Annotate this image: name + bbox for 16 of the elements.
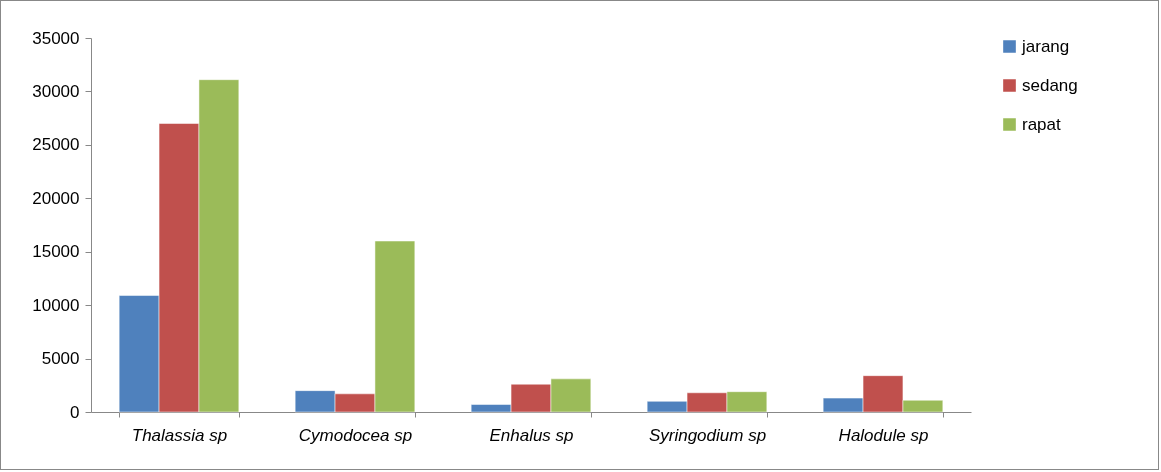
y-tick-label: 15000 — [32, 242, 80, 262]
legend-label: rapat — [1022, 114, 1062, 134]
y-tick-label: 10000 — [32, 295, 80, 315]
legend-label: sedang — [1022, 75, 1078, 95]
y-tick-label: 0 — [70, 402, 80, 422]
legend-label: jarang — [1021, 36, 1070, 56]
x-tick-label: Enhalus sp — [489, 425, 574, 445]
y-tick-label: 25000 — [32, 135, 80, 155]
y-tick-label: 35000 — [32, 28, 80, 48]
x-tick-label: Cymodocea sp — [298, 425, 413, 445]
x-tick-label: Halodule sp — [838, 425, 929, 445]
y-tick-label: 30000 — [32, 81, 80, 101]
y-tick-label: 5000 — [41, 349, 80, 369]
y-tick-label: 20000 — [32, 188, 80, 208]
x-tick-label: Thalassia sp — [131, 425, 228, 445]
x-tick-label: Syringodium sp — [648, 425, 767, 445]
